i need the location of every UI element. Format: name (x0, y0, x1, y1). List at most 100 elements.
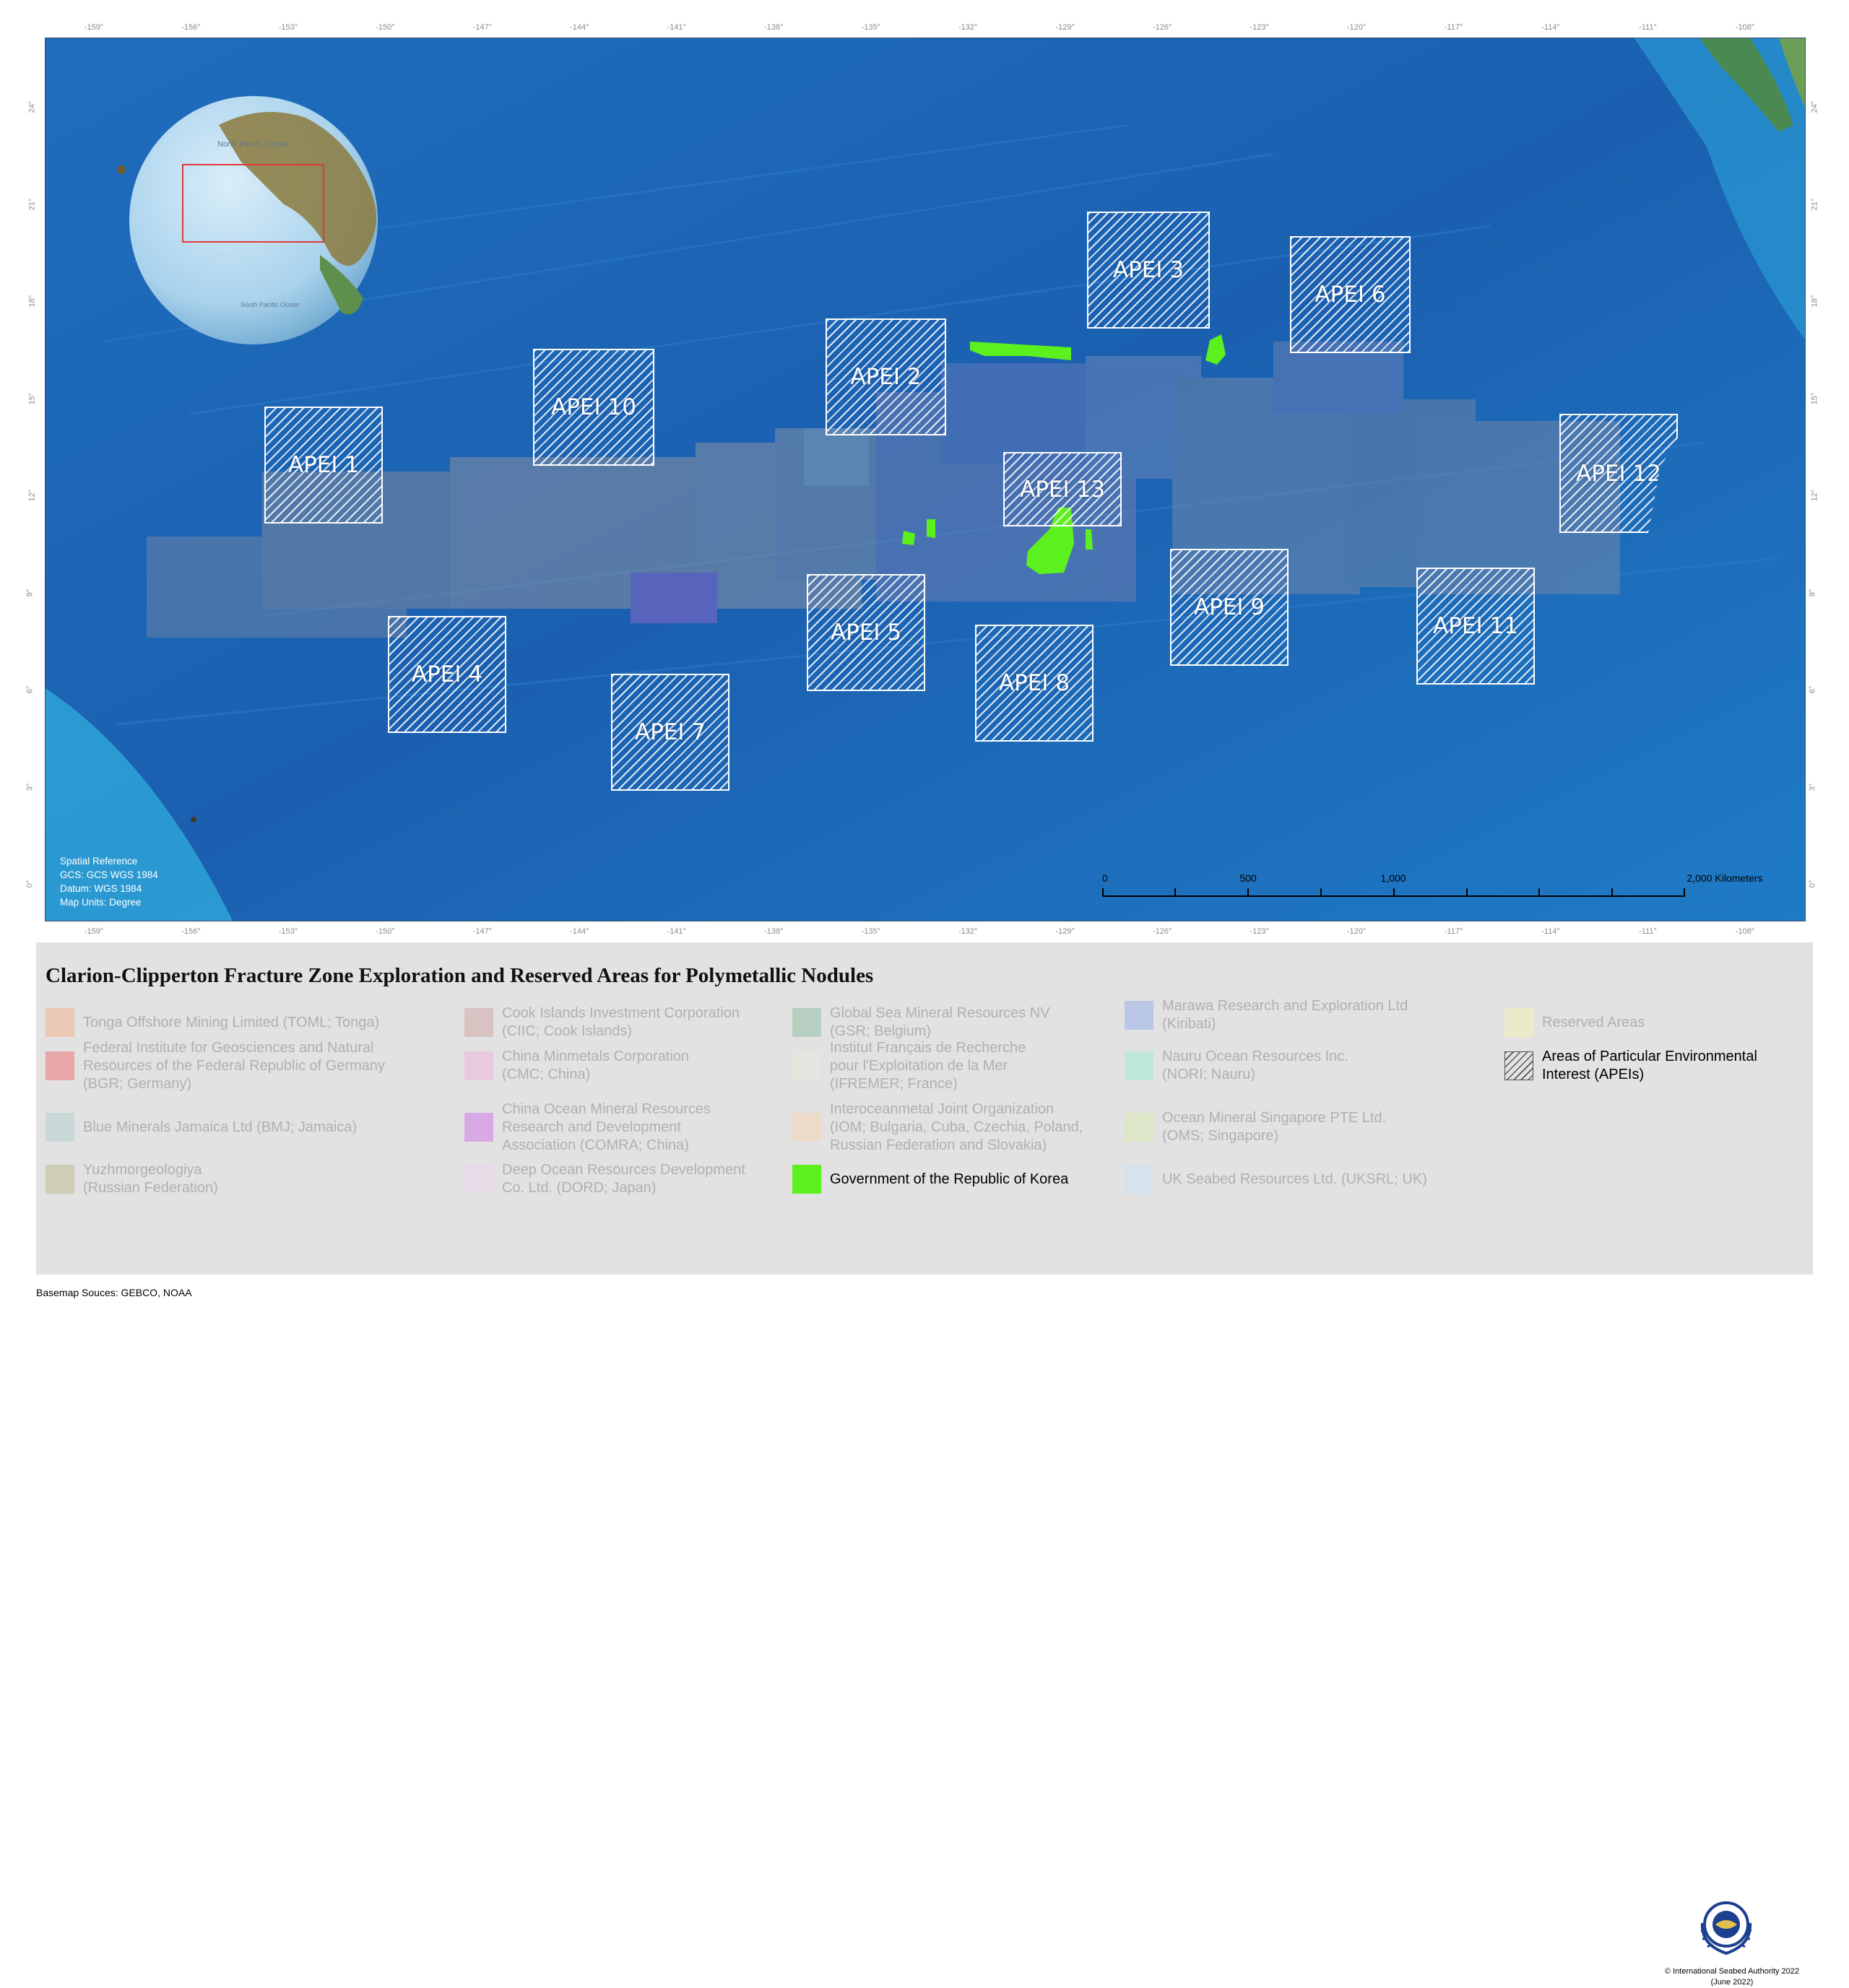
legend-label: Marawa Research and Exploration Ltd (Kir… (1162, 998, 1408, 1032)
spatial-reference-units: Map Units: Degree (60, 897, 142, 908)
globe-north-label: North Pacific Ocean (217, 140, 288, 149)
apei-area[interactable]: APEI 10 (533, 349, 654, 466)
legend-swatch (1125, 1001, 1153, 1030)
longitude-tick: -147° (472, 23, 493, 32)
date-note: (June 2022) (1710, 1978, 1754, 1987)
apei-label: APEI 2 (850, 364, 922, 390)
isa-emblem-icon (1700, 1901, 1752, 1956)
apei-label: APEI 5 (830, 620, 902, 646)
longitude-tick: -153° (278, 927, 298, 936)
legend-label: Areas of Particular Environmental Intere… (1542, 1049, 1757, 1082)
legend-label: China Ocean Mineral Resources Research a… (502, 1101, 711, 1153)
apei-label: APEI 6 (1315, 282, 1386, 308)
longitude-tick: -138° (764, 23, 784, 32)
legend-swatch (464, 1113, 493, 1142)
apei-area[interactable]: APEI 6 (1290, 236, 1411, 353)
apei-label: APEI 10 (551, 394, 636, 420)
latitude-tick: 9° (25, 589, 35, 596)
legend-item: UK Seabed Resources Ltd. (UKSRL; UK) (1125, 1152, 1427, 1207)
apei-label: APEI 13 (1020, 476, 1105, 503)
longitude-tick: -126° (1152, 927, 1172, 936)
longitude-tick: -141° (667, 927, 687, 936)
spatial-reference-title: Spatial Reference (60, 856, 138, 867)
legend-swatch (46, 1051, 74, 1080)
longitude-tick: -120° (1346, 927, 1367, 936)
longitude-tick: -114° (1541, 927, 1560, 936)
latitude-tick: 3° (25, 783, 35, 791)
longitude-tick: -150° (376, 23, 395, 32)
longitude-tick: -108° (1735, 23, 1755, 32)
latitude-tick: 18° (1810, 295, 1819, 308)
longitude-tick: -111° (1639, 927, 1657, 936)
longitude-tick: -111° (1639, 23, 1657, 32)
latitude-tick: 0° (1808, 880, 1817, 888)
legend-label: China Minmetals Corporation (CMC; China) (502, 1049, 690, 1082)
legend-panel: Clarion-Clipperton Fracture Zone Explora… (36, 942, 1813, 1987)
legend-label: Yuzhmorgeologiya (Russian Federation) (83, 1162, 218, 1196)
legend-swatch (792, 1008, 821, 1037)
legend-item: Reserved Areas (1504, 995, 1645, 1050)
apei-label: APEI 7 (634, 719, 706, 745)
latitude-tick: 15° (27, 392, 37, 404)
apei-area[interactable]: APEI 2 (826, 318, 946, 435)
legend-item: Blue Minerals Jamaica Ltd (BMJ; Jamaica) (46, 1100, 357, 1155)
longitude-ticks-top: -159° -156° -153° -150° -147° -144° -141° -138°… (45, 23, 1806, 39)
longitude-tick: -147° (472, 927, 493, 936)
apei-area[interactable]: APEI 4 (388, 616, 506, 733)
legend-item: China Ocean Mineral Resources Research a… (464, 1100, 711, 1155)
legend-item: Tonga Offshore Mining Limited (TOML; Ton… (46, 995, 379, 1050)
apei-area[interactable]: APEI 7 (611, 674, 729, 791)
legend-swatch (46, 1165, 74, 1194)
latitude-ticks-right: 24° 21° 18° 15° 12° 9° 6° 3° 0° (1808, 38, 1823, 921)
legend-swatch (1504, 1008, 1533, 1037)
legend-swatch (46, 1008, 74, 1037)
spatial-reference: Spatial Reference GCS: GCS WGS 1984 Datu… (60, 854, 158, 909)
longitude-tick: -159° (84, 927, 104, 936)
apei-area[interactable]: APEI 3 (1087, 212, 1210, 329)
legend-swatch (46, 1113, 74, 1142)
scale-bar: 0 500 1,000 2,000 Kilometers (1102, 872, 1805, 908)
latitude-ticks-left: 24° 21° 18° 15° 12° 9° 6° 3° 0° (25, 38, 40, 921)
longitude-tick: -126° (1152, 23, 1172, 32)
scale-label-500: 500 (1239, 872, 1257, 884)
legend-label: Deep Ocean Resources Development Co. Ltd… (502, 1162, 745, 1196)
longitude-tick: -144° (570, 927, 589, 936)
apei-area[interactable]: APEI 9 (1170, 549, 1289, 666)
legend-item: Federal Institute for Geosciences and Na… (46, 1038, 385, 1093)
longitude-tick: -129° (1055, 927, 1075, 936)
latitude-tick: 9° (1808, 589, 1817, 596)
basemap: North Pacific Ocean South Pacific Ocean (46, 38, 1805, 921)
apei-area[interactable]: APEI 11 (1416, 568, 1535, 685)
legend-label: Global Sea Mineral Resources NV (GSR; Be… (830, 1005, 1050, 1039)
longitude-tick: -153° (278, 23, 298, 32)
longitude-tick: -117° (1444, 927, 1463, 936)
map-frame[interactable]: North Pacific Ocean South Pacific Ocean … (45, 38, 1806, 921)
apei-area[interactable]: APEI 8 (975, 625, 1094, 742)
latitude-tick: 24° (27, 100, 37, 113)
longitude-tick: -159° (84, 23, 104, 32)
copyright: © International Seabed Authority 2022 (J… (1645, 1966, 1819, 1988)
apei-area[interactable]: APEI 13 (1003, 452, 1122, 526)
longitude-tick: -150° (376, 927, 395, 936)
apei-label: APEI 1 (287, 452, 360, 478)
legend-item: Institut Français de Recherche pour l'Ex… (792, 1038, 1026, 1093)
apei-area[interactable]: APEI 1 (264, 407, 383, 524)
longitude-ticks-bottom: -159° -156° -153° -150° -147° -144° -141° -138°… (45, 927, 1806, 943)
legend-item: Areas of Particular Environmental Intere… (1504, 1038, 1757, 1093)
longitude-tick: -138° (764, 927, 784, 936)
latitude-tick: 6° (25, 685, 35, 694)
legend-label: Tonga Offshore Mining Limited (TOML; Ton… (83, 1014, 380, 1030)
apei-label: APEI 4 (411, 661, 483, 687)
longitude-tick: -156° (181, 927, 201, 936)
longitude-tick: -144° (570, 23, 589, 32)
legend-swatch (1125, 1051, 1153, 1080)
longitude-tick: -129° (1055, 23, 1075, 32)
legend-item: Cook Islands Investment Corporation (CII… (464, 995, 740, 1050)
latitude-tick: 15° (1810, 392, 1819, 404)
legend-label: Ocean Mineral Singapore PTE Ltd. (OMS; S… (1162, 1110, 1387, 1144)
apei-area[interactable]: APEI 5 (807, 574, 925, 691)
scale-label-1000: 1,000 (1380, 872, 1406, 884)
legend-swatch (464, 1051, 493, 1080)
globe-south-label: South Pacific Ocean (241, 301, 300, 308)
longitude-tick: -141° (667, 23, 687, 32)
